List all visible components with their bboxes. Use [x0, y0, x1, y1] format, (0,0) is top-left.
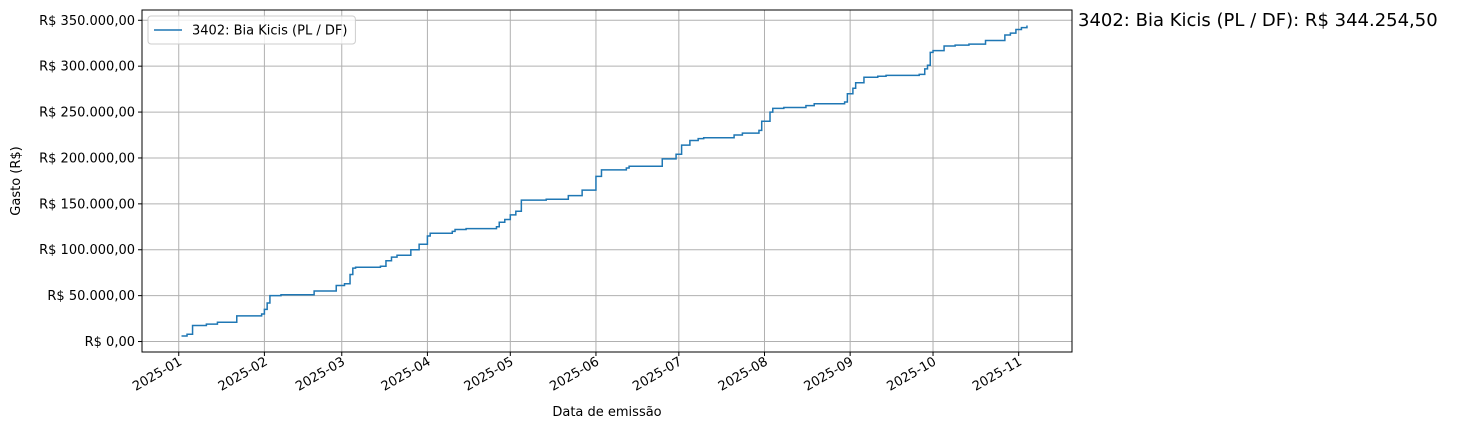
y-tick-label: R$ 350.000,00 — [39, 14, 135, 29]
x-tick-label: 2025-05 — [462, 354, 517, 394]
plot-frame — [141, 9, 1073, 353]
y-tick-label: R$ 250.000,00 — [39, 106, 135, 121]
legend-label: 3402: Bia Kicis (PL / DF) — [192, 24, 347, 39]
y-tick-label: R$ 200.000,00 — [39, 151, 135, 166]
x-tick-label: 2025-02 — [216, 354, 271, 394]
y-tick-label: R$ 300.000,00 — [39, 60, 135, 75]
x-axis-label: Data de emissão — [552, 405, 661, 420]
x-tick-label: 2025-11 — [970, 354, 1025, 394]
x-tick-label: 2025-07 — [630, 354, 685, 394]
x-tick-label: 2025-08 — [716, 354, 771, 394]
x-tick-label: 2025-04 — [379, 354, 434, 394]
x-tick-label: 2025-03 — [293, 354, 348, 394]
y-tick-label: R$ 0,00 — [85, 335, 135, 350]
y-axis-label: Gasto (R$) — [9, 146, 24, 215]
y-tick-label: R$ 150.000,00 — [39, 197, 135, 212]
annotation: 3402: Bia Kicis (PL / DF): R$ 344.254,50 — [1078, 10, 1438, 31]
x-tick-label: 2025-10 — [884, 354, 939, 394]
series-line — [181, 25, 1028, 337]
y-tick-label: R$ 50.000,00 — [47, 289, 135, 304]
legend-box — [147, 15, 356, 45]
x-tick-label: 2025-09 — [802, 354, 857, 394]
legend: 3402: Bia Kicis (PL / DF) — [147, 15, 356, 45]
x-tick-label: 2025-01 — [130, 354, 185, 394]
x-tick-label: 2025-06 — [547, 354, 602, 394]
y-tick-label: R$ 100.000,00 — [39, 243, 135, 258]
